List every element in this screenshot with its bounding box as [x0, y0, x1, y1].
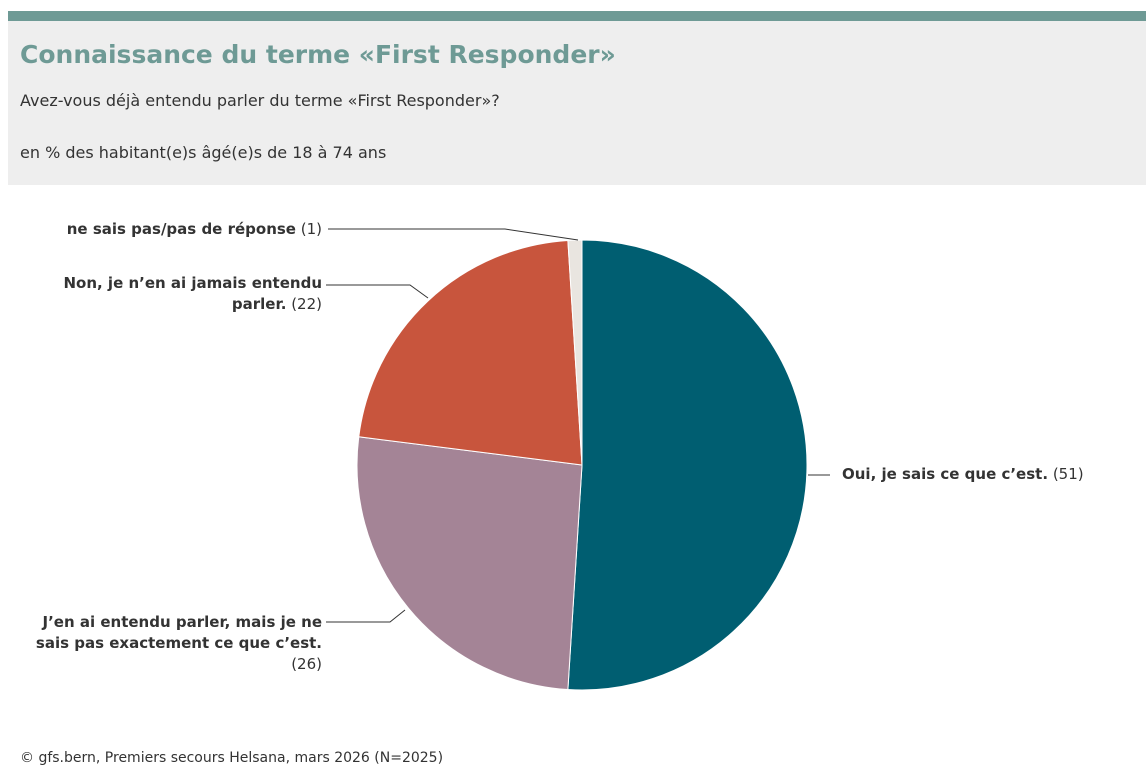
- header-box: [8, 21, 1146, 185]
- unit-note: en % des habitant(e)s âgé(e)s de 18 à 74…: [20, 143, 387, 162]
- value-label: (26): [291, 655, 322, 673]
- pie-slice: [358, 239, 583, 466]
- value-label: (1): [300, 220, 322, 238]
- subtitle: Avez-vous déjà entendu parler du terme «…: [20, 91, 500, 110]
- source: © gfs.bern, Premiers secours Helsana, ma…: [20, 750, 444, 766]
- pie-slice: [356, 436, 583, 691]
- leader-line: [326, 284, 429, 299]
- header-strip: [8, 11, 1146, 21]
- leader-line: [326, 609, 406, 623]
- slice-label: Non, je n’en ai jamais entendu parler. (…: [42, 273, 322, 315]
- value-label: (51): [1052, 465, 1084, 483]
- leader-line: [328, 228, 579, 241]
- slice-label: J’en ai entendu parler, mais je ne sais …: [22, 612, 322, 675]
- category-label: J’en ai entendu parler, mais je ne sais …: [35, 613, 322, 652]
- category-label: Non, je n’en ai jamais entendu parler.: [63, 274, 322, 313]
- pie-slice: [567, 239, 583, 466]
- slice-label: ne sais pas/pas de réponse (1): [2, 219, 322, 240]
- chart-title: Connaissance du terme «First Responder»: [20, 40, 616, 69]
- slice-label: Oui, je sais ce que c’est. (51): [842, 464, 1142, 485]
- pie-slice: [567, 239, 808, 691]
- category-label: Oui, je sais ce que c’est.: [842, 465, 1049, 483]
- category-label: ne sais pas/pas de réponse: [66, 220, 296, 238]
- value-label: (22): [291, 295, 322, 313]
